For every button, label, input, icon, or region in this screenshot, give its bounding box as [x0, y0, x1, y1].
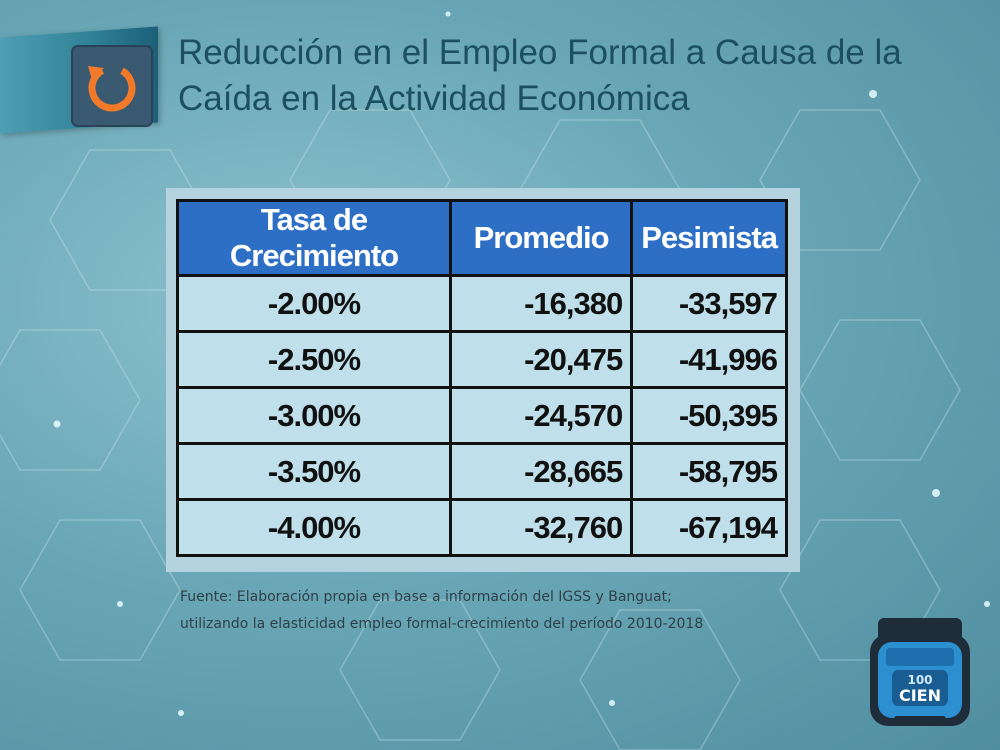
header-pesimista: Pesimista: [630, 199, 788, 277]
slide-title: Reducción en el Empleo Formal a Causa de…: [178, 30, 978, 122]
table-header-row: Tasa de Crecimiento Promedio Pesimista: [175, 199, 788, 277]
cell-pesimista: -58,795: [630, 442, 788, 501]
refresh-arrow-icon: [71, 45, 153, 127]
cell-rate: -2.50%: [175, 330, 453, 389]
source-line-1: Fuente: Elaboración propia en base a inf…: [180, 589, 672, 605]
table-row: -3.50% -28,665 -58,795: [175, 442, 788, 501]
cell-promedio: -24,570: [449, 386, 634, 445]
logo-text-main: CIEN: [899, 686, 941, 705]
source-note: Fuente: Elaboración propia en base a inf…: [180, 584, 820, 638]
cien-100-badge-icon: 100 CIEN: [870, 618, 970, 726]
title-line-1: Reducción en el Empleo Formal a Causa de…: [178, 33, 902, 72]
cell-rate: -4.00%: [175, 498, 453, 557]
cell-pesimista: -50,395: [630, 386, 788, 445]
cell-promedio: -28,665: [449, 442, 634, 501]
logo-text-top: 100: [907, 673, 932, 687]
cell-rate: -3.50%: [175, 442, 453, 501]
cell-rate: -2.00%: [175, 274, 453, 333]
header-promedio: Promedio: [449, 199, 634, 277]
cell-pesimista: -33,597: [630, 274, 788, 333]
table-row: -3.00% -24,570 -50,395: [175, 386, 788, 445]
table-row: -2.00% -16,380 -33,597: [175, 274, 788, 333]
cell-pesimista: -41,996: [630, 330, 788, 389]
header-tasa: Tasa de Crecimiento: [175, 199, 453, 277]
table-row: -2.50% -20,475 -41,996: [175, 330, 788, 389]
title-line-2: Caída en la Actividad Económica: [178, 79, 690, 118]
cell-promedio: -20,475: [449, 330, 634, 389]
employment-table: Tasa de Crecimiento Promedio Pesimista -…: [175, 199, 788, 557]
cell-rate: -3.00%: [175, 386, 453, 445]
cell-pesimista: -67,194: [630, 498, 788, 557]
table-row: -4.00% -32,760 -67,194: [175, 498, 788, 557]
cell-promedio: -32,760: [449, 498, 634, 557]
cell-promedio: -16,380: [449, 274, 634, 333]
source-line-2: utilizando la elasticidad empleo formal-…: [180, 616, 704, 632]
